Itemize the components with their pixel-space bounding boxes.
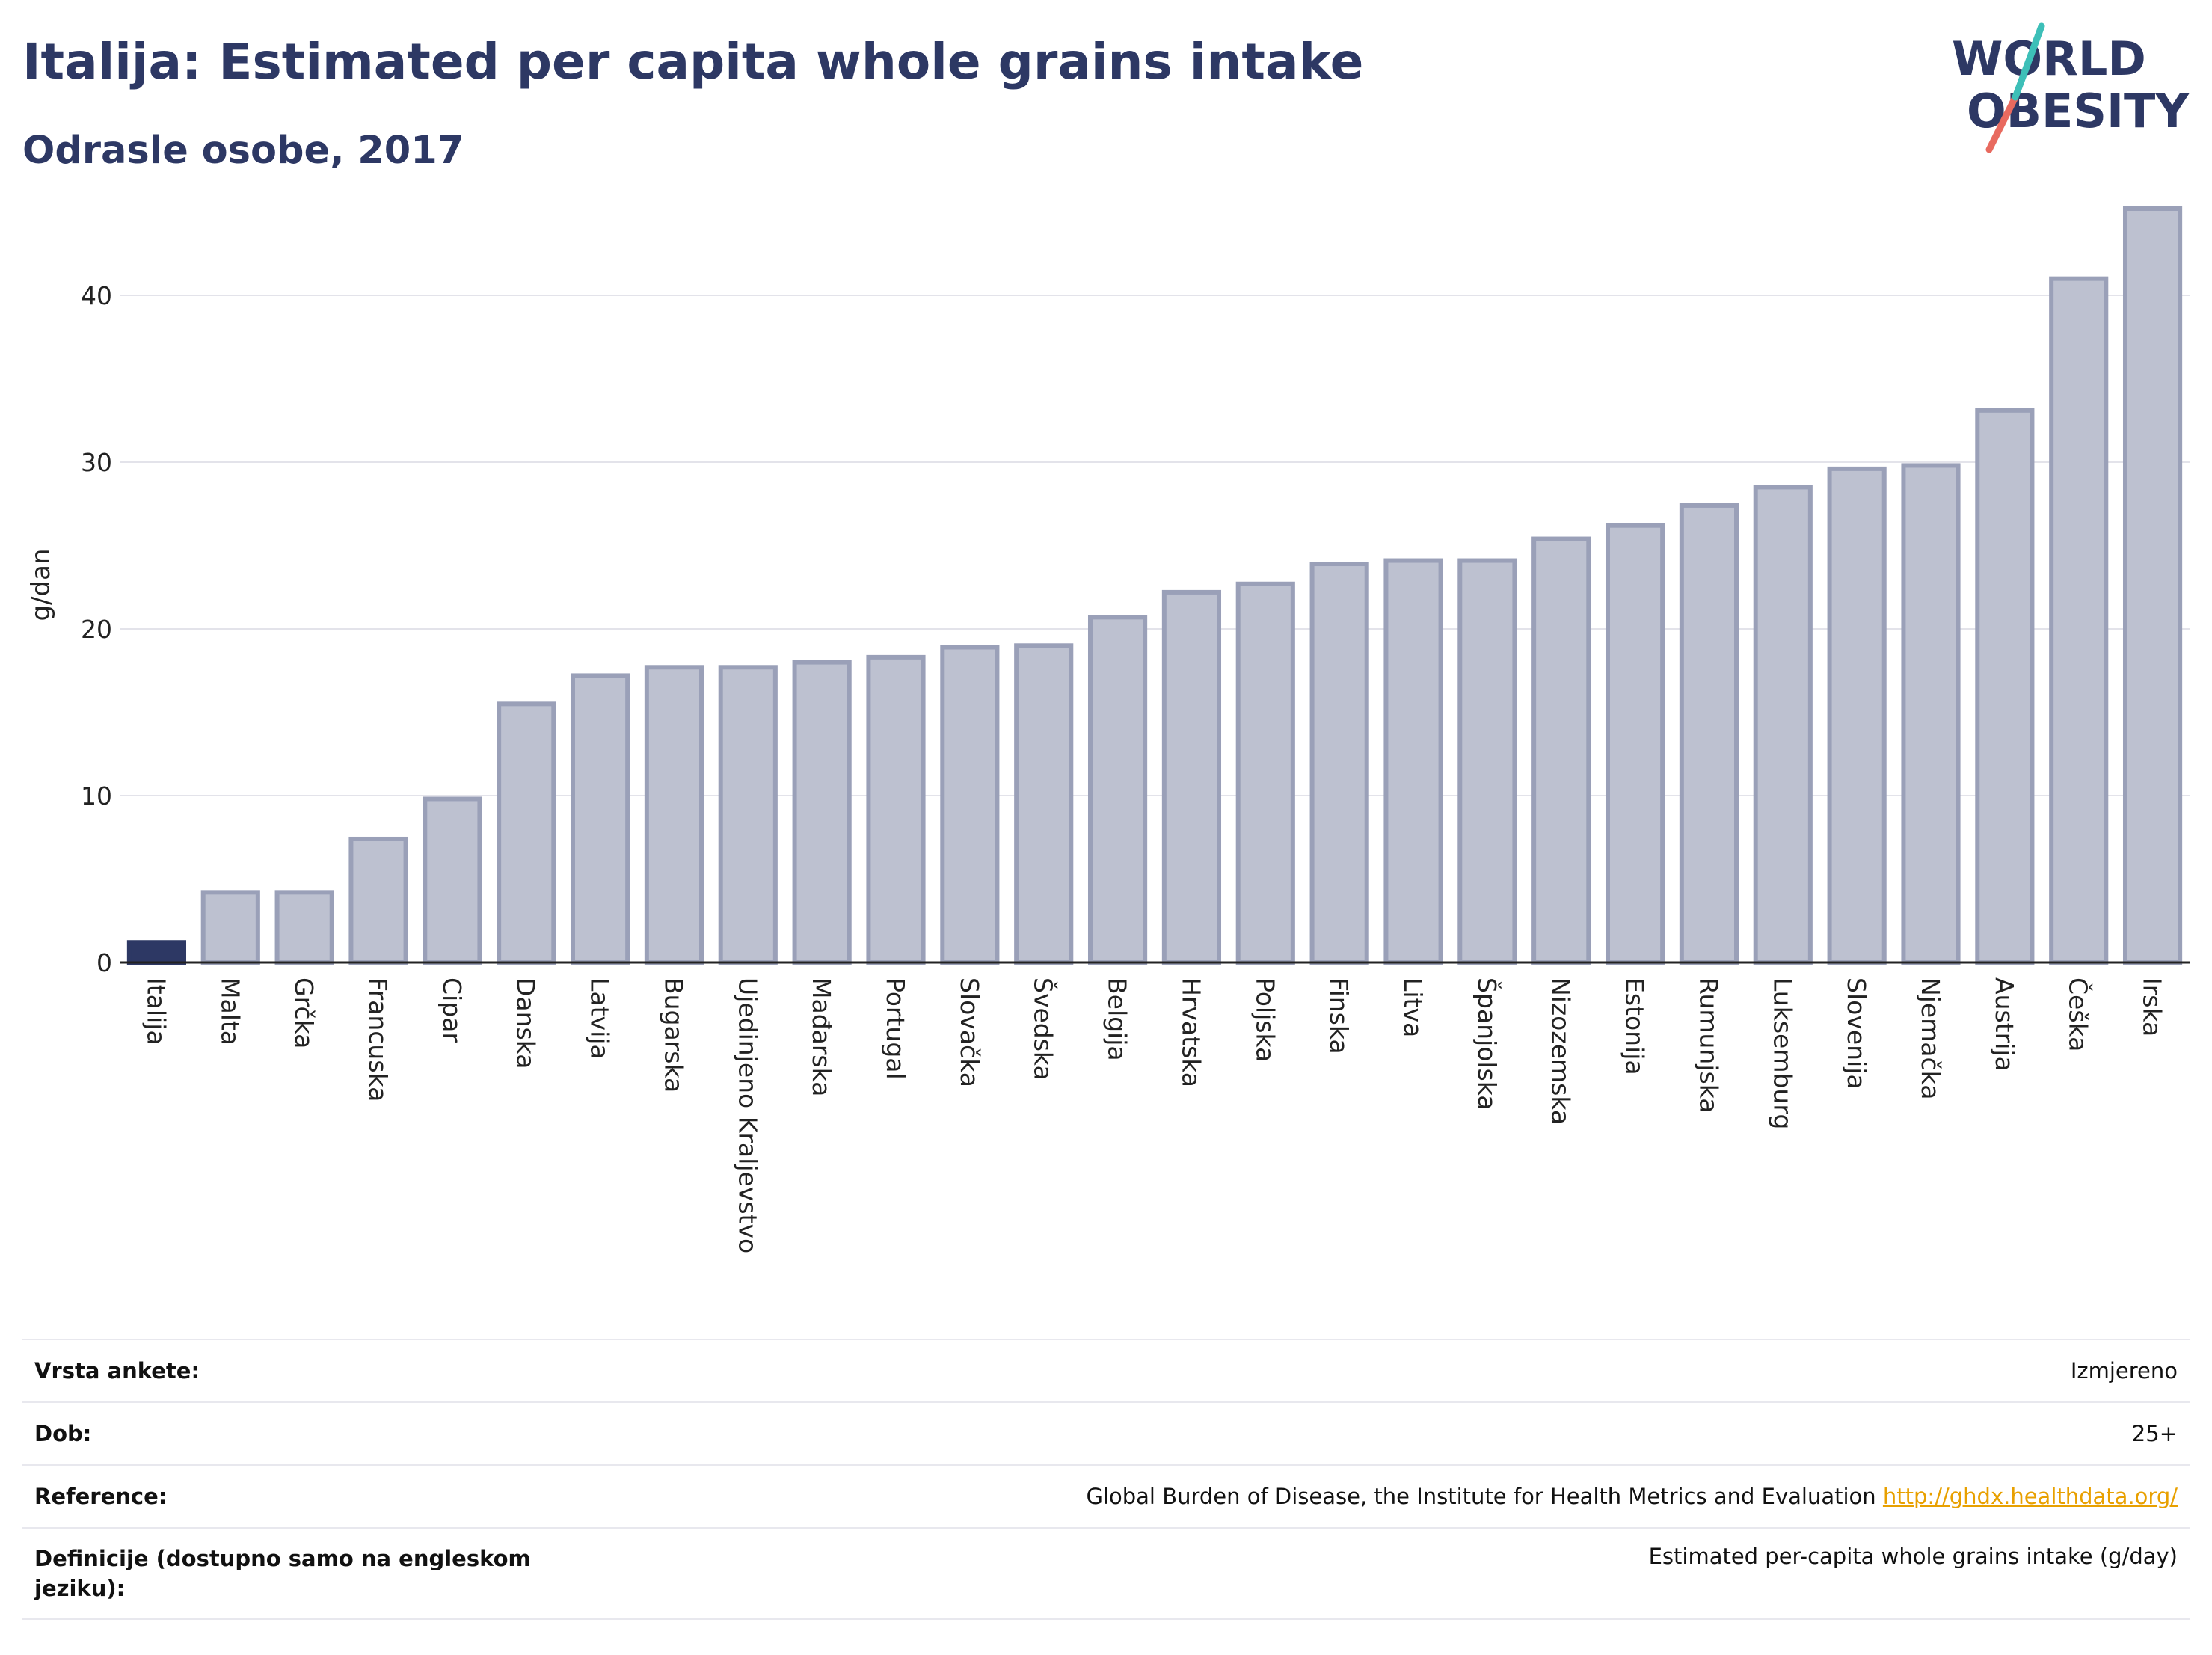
bar[interactable]	[274, 890, 334, 965]
x-tick-label: Austrija	[1990, 977, 2019, 1072]
bar[interactable]	[1087, 615, 1148, 965]
info-value: Global Burden of Disease, the Institute …	[1086, 1484, 2190, 1509]
bar[interactable]	[1309, 562, 1369, 965]
bar[interactable]	[1235, 581, 1295, 965]
y-tick-label: 20	[81, 615, 112, 644]
x-tick-label: Grčka	[289, 977, 319, 1048]
bar[interactable]	[1679, 503, 1739, 965]
x-tick-label: Poljska	[1250, 977, 1279, 1062]
x-tick-label: Finska	[1324, 977, 1354, 1054]
x-tick-label: Italija	[141, 977, 170, 1045]
x-tick-label: Ujedinjeno Kraljevstvo	[733, 977, 762, 1253]
x-tick-label: Rumunjska	[1694, 977, 1723, 1113]
reference-text: Global Burden of Disease, the Institute …	[1086, 1484, 1876, 1509]
bar[interactable]	[1014, 643, 1074, 965]
info-value: 25+	[2131, 1421, 2178, 1446]
info-row-reference: Reference: Global Burden of Disease, the…	[22, 1464, 2190, 1527]
y-tick-label: 30	[81, 448, 112, 477]
x-tick-label: Njemačka	[1916, 977, 1945, 1099]
x-tick-label: Nizozemska	[1546, 977, 1576, 1125]
info-table: Vrsta ankete: Izmjereno Dob: 25+ Referen…	[22, 1339, 2190, 1620]
x-tick-label: Francuska	[363, 977, 393, 1102]
chart-title: Italija: Estimated per capita whole grai…	[22, 33, 1364, 90]
x-tick-label: Portugal	[881, 977, 910, 1080]
world-obesity-logo: WORLD OBESITY	[1952, 22, 2190, 153]
info-value: Izmjereno	[2070, 1358, 2178, 1384]
axis-layer: 0 10 20 30 40 Italija Malta Grčka Francuska Cipar…	[81, 281, 2190, 1253]
x-tick-label: Litva	[1398, 977, 1428, 1037]
info-row-definition: Definicije (dostupno samo na engleskom j…	[22, 1527, 2190, 1620]
x-tick-label: Češka	[2064, 977, 2094, 1051]
x-tick-label: Latvija	[586, 977, 615, 1060]
bar[interactable]	[2049, 276, 2109, 965]
bar[interactable]	[1975, 408, 2035, 965]
x-tick-label: Irska	[2138, 977, 2167, 1037]
info-label: Definicije (dostupno samo na engleskom j…	[34, 1546, 531, 1601]
logo-slash-teal	[2012, 22, 2045, 101]
x-tick-label: Bugarska	[659, 977, 688, 1093]
bar[interactable]	[200, 890, 260, 965]
bar-layer	[126, 206, 2183, 965]
info-label: Reference:	[34, 1484, 168, 1509]
bar[interactable]	[126, 940, 187, 965]
x-tick-label: Estonija	[1620, 977, 1650, 1075]
logo-line2: OBESITY	[1967, 84, 2190, 138]
logo-slash-red	[1985, 93, 2019, 153]
info-row-survey: Vrsta ankete: Izmjereno	[22, 1339, 2190, 1401]
x-tick-label: Malta	[215, 977, 245, 1045]
x-tick-label: Slovačka	[955, 977, 984, 1087]
bar[interactable]	[1753, 485, 1813, 965]
bar[interactable]	[1383, 558, 1443, 965]
x-tick-label: Hrvatska	[1176, 977, 1205, 1087]
bar[interactable]	[1457, 558, 1517, 965]
bar[interactable]	[570, 673, 630, 965]
y-axis-label: g/dan	[26, 548, 56, 621]
x-tick-label: Luksemburg	[1768, 977, 1797, 1129]
x-tick-label: Španjolska	[1472, 977, 1502, 1111]
bar[interactable]	[1827, 466, 1887, 965]
bar[interactable]	[718, 665, 778, 965]
x-tick-label: Belgija	[1103, 977, 1132, 1061]
info-row-age: Dob: 25+	[22, 1401, 2190, 1464]
chart-subtitle: Odrasle osobe, 2017	[22, 129, 464, 173]
bar[interactable]	[1605, 523, 1665, 965]
logo-line1: WORLD	[1952, 31, 2146, 86]
bar[interactable]	[497, 701, 556, 965]
bar[interactable]	[2122, 206, 2183, 965]
x-tick-label: Mađarska	[807, 977, 836, 1096]
reference-link[interactable]: http://ghdx.healthdata.org/	[1882, 1484, 2178, 1509]
y-tick-label: 40	[81, 281, 112, 310]
bar[interactable]	[1531, 536, 1591, 965]
y-tick-label: 10	[81, 782, 112, 811]
bar[interactable]	[866, 654, 926, 965]
bar[interactable]	[1901, 463, 1961, 965]
bar[interactable]	[423, 796, 482, 965]
bar[interactable]	[940, 645, 1000, 965]
info-label: Vrsta ankete:	[34, 1358, 200, 1384]
x-tick-label: Danska	[511, 977, 541, 1069]
bar-chart: 0 10 20 30 40 Italija Malta Grčka Francuska Cipar…	[26, 206, 2190, 1253]
x-tick-label: Cipar	[437, 977, 467, 1043]
bar[interactable]	[644, 665, 704, 965]
y-tick-label: 0	[96, 948, 112, 977]
info-label: Dob:	[34, 1421, 92, 1446]
info-value: Estimated per-capita whole grains intake…	[1648, 1544, 2178, 1569]
bar[interactable]	[348, 836, 408, 965]
x-tick-label: Slovenija	[1842, 977, 1871, 1090]
bar[interactable]	[1161, 589, 1222, 965]
x-tick-label: Švedska	[1029, 977, 1059, 1081]
bar[interactable]	[792, 660, 852, 965]
